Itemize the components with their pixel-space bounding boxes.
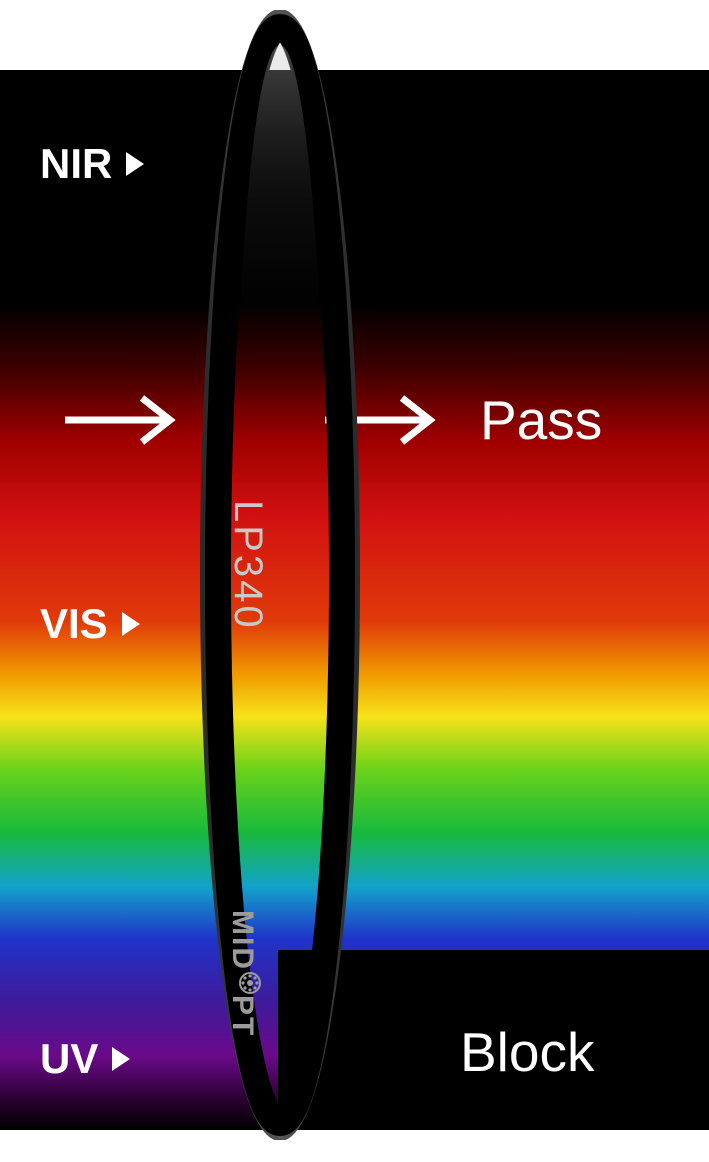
brand-logo-icon: [238, 971, 262, 995]
arrow-in-icon: [60, 390, 190, 450]
brand-pt: PT: [226, 995, 259, 1037]
triangle-icon: [126, 152, 144, 176]
nir-text: NIR: [40, 140, 112, 188]
vis-text: VIS: [40, 600, 108, 648]
uv-label: UV: [40, 1035, 130, 1083]
uv-text: UV: [40, 1035, 98, 1083]
triangle-icon: [122, 612, 140, 636]
vis-label: VIS: [40, 600, 140, 648]
pass-label: Pass: [480, 388, 602, 452]
block-label: Block: [460, 1020, 595, 1084]
nir-label: NIR: [40, 140, 144, 188]
filter-brand-label: MID PT: [225, 910, 262, 1037]
filter-ring: [200, 10, 360, 1140]
brand-mid: MID: [226, 910, 259, 971]
filter-model-label: LP340: [225, 500, 270, 631]
diagram-panel: NIR VIS UV Pass Block: [0, 70, 709, 1130]
triangle-icon: [112, 1047, 130, 1071]
